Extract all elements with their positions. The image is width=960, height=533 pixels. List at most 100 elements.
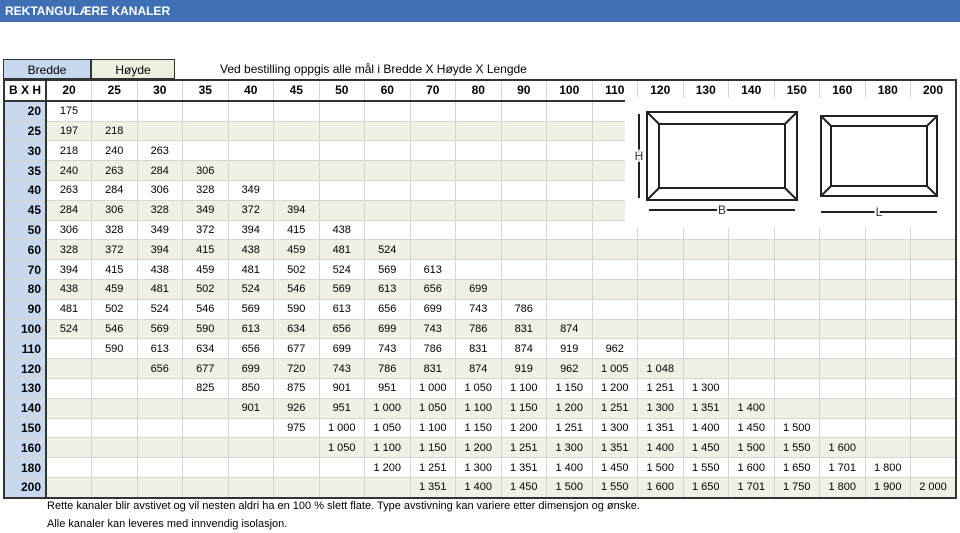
cell: 394 [45, 259, 92, 280]
cell: 850 [227, 377, 274, 399]
cell: 1 600 [637, 476, 684, 499]
cell [318, 179, 365, 201]
cell: 349 [227, 179, 274, 201]
cell: 372 [91, 239, 138, 261]
cell [682, 358, 729, 379]
cell [773, 377, 820, 399]
cell: 1 251 [546, 417, 593, 439]
cell: 613 [409, 259, 456, 280]
cell [455, 199, 502, 221]
cell [455, 179, 502, 201]
cell [637, 338, 684, 360]
cell: 1 500 [546, 476, 593, 499]
cell: 1 400 [637, 437, 684, 459]
cell: 1 351 [591, 437, 638, 459]
cell: 524 [364, 239, 411, 261]
cell: 481 [318, 239, 365, 261]
row-header: 80 [3, 278, 47, 300]
cell: 831 [500, 318, 547, 340]
cell [819, 377, 866, 399]
cell [819, 239, 866, 261]
cell: 524 [318, 259, 365, 280]
cell [409, 100, 456, 122]
column-header: 50 [318, 79, 365, 102]
column-header: 90 [500, 79, 547, 102]
cell: 1 200 [546, 397, 593, 419]
cell: 1 150 [500, 397, 547, 419]
cell: 743 [455, 298, 502, 320]
cell [45, 377, 92, 399]
column-header: 35 [182, 79, 229, 102]
cell [500, 219, 547, 241]
cell: 438 [318, 219, 365, 241]
cell [682, 278, 729, 300]
column-header: 150 [773, 79, 820, 102]
cell: 1 000 [364, 397, 411, 419]
cell: 1 900 [864, 476, 911, 499]
row-header: 120 [3, 358, 47, 379]
cell [546, 219, 593, 241]
cell [91, 457, 138, 478]
cell [546, 140, 593, 162]
cell [546, 179, 593, 201]
cell [910, 338, 957, 360]
cell: 1 100 [500, 377, 547, 399]
cell [409, 179, 456, 201]
cell [910, 358, 957, 379]
cell [819, 259, 866, 280]
footer: Rette kanaler blir avstivet og vil neste… [47, 497, 640, 533]
cell: 502 [91, 298, 138, 320]
cell: 831 [409, 358, 456, 379]
cell: 786 [364, 358, 411, 379]
cell: 438 [227, 239, 274, 261]
cell [864, 338, 911, 360]
cell: 1 650 [682, 476, 729, 499]
cell [409, 239, 456, 261]
cell [273, 140, 320, 162]
cell: 175 [45, 100, 92, 122]
cell [682, 318, 729, 340]
cell [637, 278, 684, 300]
cell [409, 140, 456, 162]
row: 140 901 926 951 1 000 1 050 1 100 1 150 1 200 1 2… [3, 397, 957, 419]
cell [864, 358, 911, 379]
cell [364, 160, 411, 181]
column-header: 30 [136, 79, 183, 102]
cell [45, 476, 92, 499]
cell: 1 351 [682, 397, 729, 419]
cell [500, 140, 547, 162]
cell [546, 160, 593, 181]
cell [45, 437, 92, 459]
cell: 1 450 [728, 417, 775, 439]
cell: 1 000 [318, 417, 365, 439]
row: 200 1 351 1 400 1 450 1 500 1 550 1 600 1 650 1 … [3, 476, 957, 499]
corner: B X H [3, 79, 47, 102]
cell [318, 476, 365, 499]
cell: 197 [45, 120, 92, 142]
cell [318, 457, 365, 478]
cell [910, 377, 957, 399]
cell: 919 [500, 358, 547, 379]
cell [455, 160, 502, 181]
cell [864, 278, 911, 300]
cell [864, 437, 911, 459]
cell [136, 417, 183, 439]
cell: 1 500 [773, 417, 820, 439]
cell: 394 [273, 199, 320, 221]
cell: 1 050 [409, 397, 456, 419]
cell [227, 476, 274, 499]
cell [364, 140, 411, 162]
cell: 415 [182, 239, 229, 261]
cell: 677 [273, 338, 320, 360]
cell: 328 [91, 219, 138, 241]
cell [637, 259, 684, 280]
bredde-label: Bredde [3, 59, 91, 79]
row: 80 438 459 481 502 524 546 569 613 656 699 [3, 278, 957, 300]
cell: 786 [455, 318, 502, 340]
column-header: 200 [910, 79, 957, 102]
cell [227, 140, 274, 162]
cell: 743 [409, 318, 456, 340]
cell: 699 [409, 298, 456, 320]
cell [864, 259, 911, 280]
